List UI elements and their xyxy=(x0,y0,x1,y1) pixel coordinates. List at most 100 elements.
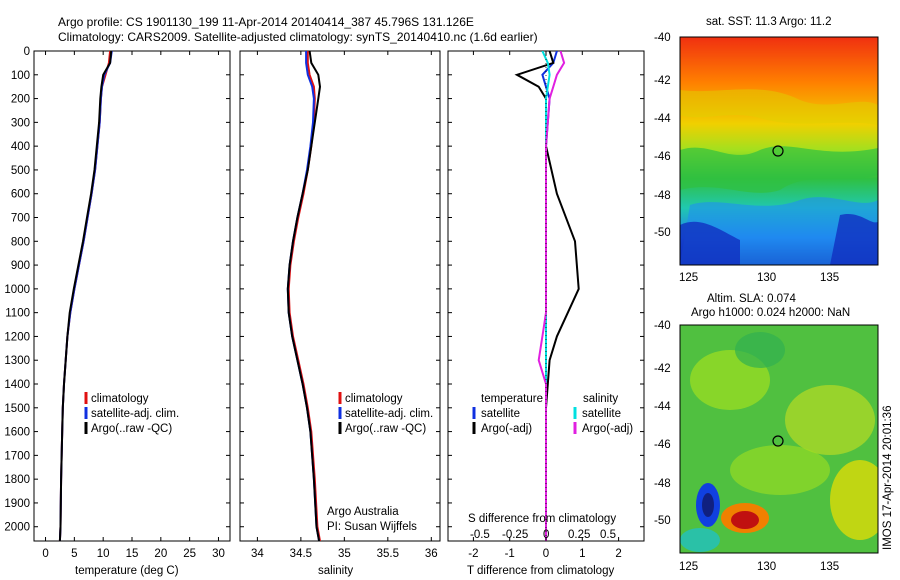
series-line-argo xyxy=(58,51,113,541)
s-difference-label: S difference from climatology xyxy=(468,513,616,525)
imos-credit: IMOS 17-Apr-2014 20:01:36 xyxy=(882,406,894,550)
argo-location-marker xyxy=(772,435,784,447)
sla-map-frame xyxy=(679,324,879,554)
sla-map-image xyxy=(680,325,878,553)
s-tick: -0.5 xyxy=(470,529,490,541)
x-tick-label: 10 xyxy=(97,548,110,560)
argo-location-marker xyxy=(772,145,784,157)
series-line-argo xyxy=(286,51,322,541)
lat-tick: -44 xyxy=(654,113,671,125)
difference-xlabel: T difference from climatology xyxy=(467,565,614,577)
sla-map-title2: Argo h1000: 0.024 h2000: NaN xyxy=(691,307,850,319)
x-tick-label: 36 xyxy=(425,548,438,560)
legend-header-salinity: salinity xyxy=(583,393,618,405)
depth-axis: 0 100 200 300 400 500 600 700 800 900 1000 1100 1200… xyxy=(4,46,644,534)
s-tick: 0 xyxy=(543,529,549,541)
series-line-climatology xyxy=(58,51,112,541)
difference-lines xyxy=(514,51,580,541)
sst-map-image xyxy=(680,37,878,265)
x-tick-label: 34.5 xyxy=(290,548,312,560)
depth-tick-label: 400 xyxy=(11,141,30,153)
x-tick-label: 30 xyxy=(212,548,225,560)
temperature-panel xyxy=(33,50,231,542)
annotation-org: Argo Australia xyxy=(327,506,399,518)
lat-tick: -46 xyxy=(654,151,671,163)
depth-tick-label: 1700 xyxy=(4,450,30,462)
temperature-lines xyxy=(58,51,113,541)
x-axes: 0 5 10 15 20 25 30 34 34.5 35 35.5 36 -2 -1 0 1 2 xyxy=(42,51,622,560)
legend-label: Argo(-adj) xyxy=(481,423,532,435)
series-line-s-argo xyxy=(537,51,566,541)
x-tick-label: 0 xyxy=(543,548,549,560)
lat-tick: -48 xyxy=(654,190,671,202)
depth-tick-label: 1200 xyxy=(4,331,30,343)
depth-tick-label: 0 xyxy=(24,46,30,58)
depth-tick-label: 1100 xyxy=(5,308,30,320)
depth-tick-label: 900 xyxy=(11,260,30,272)
lon-tick: 130 xyxy=(757,272,776,284)
s-tick: 0.25 xyxy=(568,529,590,541)
s-tick: 0.5 xyxy=(600,529,616,541)
salinity-legend: climatology satellite-adj. clim. Argo(..… xyxy=(327,392,433,533)
sst-map-title: sat. SST: 11.3 Argo: 11.2 xyxy=(706,16,832,28)
x-tick-label: 15 xyxy=(126,548,139,560)
x-tick-label: 20 xyxy=(154,548,167,560)
sst-map-frame xyxy=(679,36,879,266)
depth-tick-label: 800 xyxy=(11,236,30,248)
salinity-lines xyxy=(286,51,322,541)
lat-tick: -50 xyxy=(654,227,671,239)
depth-tick-label: 1400 xyxy=(4,379,30,391)
depth-tick-label: 1800 xyxy=(4,474,30,486)
lon-tick: 125 xyxy=(679,272,698,284)
depth-tick-label: 1900 xyxy=(4,498,30,510)
salinity-panel xyxy=(239,50,441,542)
x-tick-label: 34 xyxy=(251,548,264,560)
depth-tick-label: 100 xyxy=(11,70,30,82)
salinity-xlabel: salinity xyxy=(318,565,353,577)
legend-label: climatology xyxy=(345,393,403,405)
depth-tick-label: 1300 xyxy=(4,355,30,367)
x-tick-label: -2 xyxy=(468,548,478,560)
lon-tick: 125 xyxy=(679,561,698,573)
legend-label: Argo(-adj) xyxy=(582,423,633,435)
x-tick-label: 25 xyxy=(183,548,196,560)
depth-tick-label: 2000 xyxy=(4,522,30,534)
legend-label: Argo(..raw -QC) xyxy=(91,423,172,435)
temperature-legend: climatology satellite-adj. clim. Argo(..… xyxy=(84,392,179,435)
lon-tick: 130 xyxy=(757,561,776,573)
lat-tick: -48 xyxy=(654,478,671,490)
s-tick: -0.25 xyxy=(502,529,528,541)
lat-tick: -46 xyxy=(654,439,671,451)
legend-header-temperature: temperature xyxy=(481,393,543,405)
header-line2: Climatology: CARS2009. Satellite-adjuste… xyxy=(58,30,538,44)
x-tick-label: -1 xyxy=(505,548,515,560)
depth-tick-label: 600 xyxy=(11,189,30,201)
depth-tick-label: 500 xyxy=(11,165,30,177)
depth-tick-label: 700 xyxy=(11,213,30,225)
legend-label: satellite-adj. clim. xyxy=(91,408,179,420)
lat-tick: -44 xyxy=(654,401,671,413)
legend-label: satellite xyxy=(481,408,520,420)
x-tick-label: 0 xyxy=(42,548,48,560)
difference-legend: temperature satellite Argo(-adj) salinit… xyxy=(472,393,633,435)
x-tick-label: 35.5 xyxy=(377,548,399,560)
depth-tick-label: 300 xyxy=(11,117,30,129)
x-tick-label: 1 xyxy=(579,548,585,560)
sla-map-axes: -40 -42 -44 -46 -48 -50 125 130 135 xyxy=(654,320,839,573)
lat-tick: -50 xyxy=(654,515,671,527)
x-tick-label: 35 xyxy=(338,548,351,560)
temperature-xlabel: temperature (deg C) xyxy=(75,565,179,577)
depth-tick-label: 1600 xyxy=(4,427,30,439)
legend-label: satellite-adj. clim. xyxy=(345,408,433,420)
x-tick-label: 5 xyxy=(71,548,77,560)
lon-tick: 135 xyxy=(820,272,839,284)
x-tick-label: 2 xyxy=(615,548,621,560)
lon-tick: 135 xyxy=(820,561,839,573)
header-line1: Argo profile: CS 1901130_199 11-Apr-2014… xyxy=(58,15,474,29)
legend-label: Argo(..raw -QC) xyxy=(345,423,426,435)
depth-tick-label: 1500 xyxy=(4,403,30,415)
lat-tick: -40 xyxy=(654,32,671,44)
sla-map-title1: Altim. SLA: 0.074 xyxy=(707,293,796,305)
depth-tick-label: 200 xyxy=(11,94,30,106)
